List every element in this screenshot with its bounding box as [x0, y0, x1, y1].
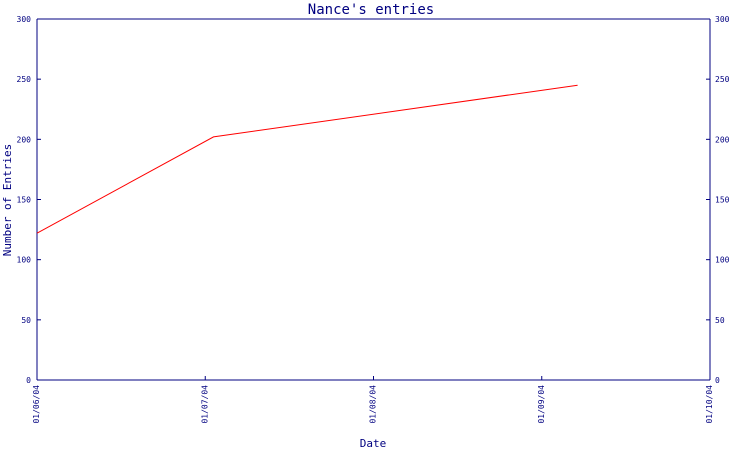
y-tick-label-left: 100	[17, 256, 32, 265]
y-tick-label-right: 150	[715, 196, 730, 205]
y-axis-title: Number of Entries	[1, 144, 14, 257]
y-tick-label-right: 200	[715, 135, 730, 144]
x-tick-label: 01/08/04	[369, 385, 378, 424]
y-tick-label-right: 250	[715, 75, 730, 84]
x-tick-label: 01/06/04	[32, 385, 41, 424]
x-axis-title: Date	[360, 437, 387, 450]
x-tick-label: 01/07/04	[200, 385, 209, 424]
y-tick-label-left: 300	[17, 15, 32, 24]
y-tick-label-left: 0	[26, 376, 31, 385]
chart-title: Nance's entries	[308, 2, 434, 18]
y-tick-label-left: 200	[17, 135, 32, 144]
y-tick-label-right: 300	[715, 15, 730, 24]
ticks-layer: 0 0 50 50 100 100 150 150 200 200 250 250 300 300 01/0…	[17, 15, 730, 424]
y-tick-label-left: 250	[17, 75, 32, 84]
series-line-0	[36, 84, 578, 234]
y-tick-label-right: 50	[715, 316, 725, 325]
y-tick-label-right: 100	[715, 256, 730, 265]
y-tick-label-right: 0	[715, 376, 720, 385]
y-tick-label-left: 50	[21, 316, 31, 325]
y-tick-label-left: 150	[17, 196, 32, 205]
x-tick-label: 01/10/04	[705, 385, 714, 424]
series-layer	[36, 84, 578, 234]
x-tick-label: 01/09/04	[537, 385, 546, 424]
